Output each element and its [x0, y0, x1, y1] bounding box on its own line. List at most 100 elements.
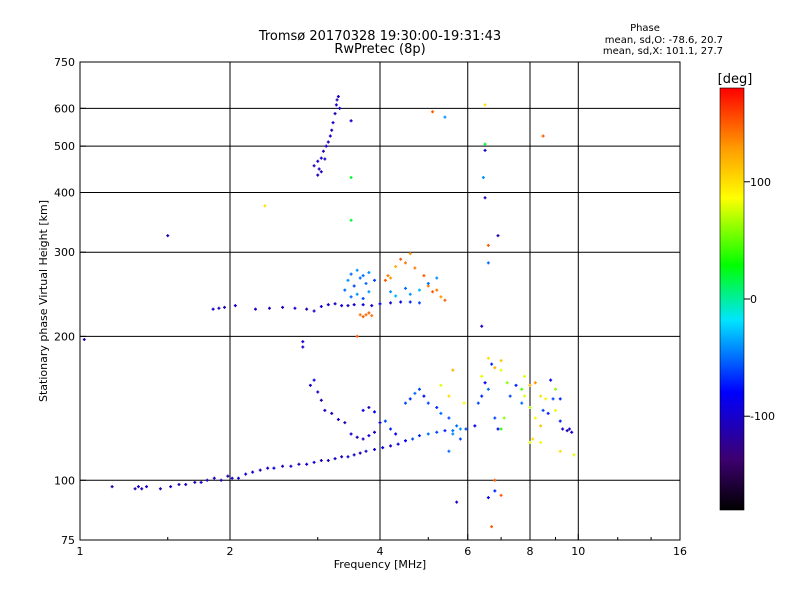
- echo-point: [263, 204, 267, 208]
- x-tick-label: 16: [673, 545, 687, 558]
- echo-point: [358, 451, 362, 455]
- echo-point: [389, 444, 393, 448]
- echo-point: [316, 390, 320, 394]
- echo-point: [301, 340, 305, 344]
- echo-point: [136, 485, 140, 489]
- echo-point: [486, 387, 490, 391]
- echo-point: [389, 427, 393, 431]
- echo-point: [422, 274, 426, 278]
- echo-point: [308, 383, 312, 387]
- echo-point: [355, 435, 359, 439]
- echo-point: [499, 359, 503, 363]
- echo-point: [383, 278, 387, 282]
- echo-point: [373, 447, 377, 451]
- echo-point: [394, 432, 398, 436]
- phase-legend-x: mean, sd,X: 101.1, 27.7: [603, 46, 723, 57]
- echo-point: [431, 110, 435, 114]
- echo-point: [389, 290, 393, 294]
- echo-point: [349, 119, 353, 123]
- echo-point: [333, 112, 337, 116]
- echo-point: [486, 243, 490, 247]
- echo-point: [358, 276, 362, 280]
- echo-point: [378, 421, 382, 425]
- echo-point: [422, 394, 426, 398]
- echo-point: [483, 196, 487, 200]
- echo-point: [312, 309, 316, 313]
- y-axis-label: Stationary phase Virtual Height [km]: [37, 200, 50, 402]
- echo-point: [520, 401, 524, 405]
- echo-point: [544, 397, 548, 401]
- echo-point: [367, 311, 371, 315]
- colorbar-tick-label: -100: [750, 410, 775, 423]
- echo-point: [496, 427, 500, 431]
- echo-point: [316, 159, 320, 163]
- echo-point: [349, 432, 353, 436]
- echo-point: [326, 303, 330, 307]
- echo-point: [558, 449, 562, 453]
- echo-point: [408, 300, 412, 304]
- echo-point: [244, 472, 248, 476]
- echo-point: [553, 387, 557, 391]
- echo-point: [486, 261, 490, 265]
- echo-point: [496, 234, 500, 238]
- echo-point: [439, 383, 443, 387]
- echo-point: [417, 387, 421, 391]
- echo-point: [551, 397, 555, 401]
- echo-point: [458, 437, 462, 441]
- echo-point: [403, 261, 407, 265]
- echo-point: [493, 489, 497, 493]
- echo-point: [443, 115, 447, 119]
- echo-point: [539, 440, 543, 444]
- echo-point: [447, 416, 451, 420]
- echo-point: [312, 460, 316, 464]
- echo-point: [361, 437, 365, 441]
- echo-point: [381, 446, 385, 450]
- echo-point: [169, 485, 173, 489]
- echo-point: [289, 464, 293, 468]
- echo-point: [297, 462, 301, 466]
- echo-point: [326, 458, 330, 462]
- echo-point: [514, 383, 518, 387]
- echo-point: [531, 437, 535, 441]
- echo-point: [505, 381, 509, 385]
- echo-point: [455, 500, 459, 504]
- echo-point: [447, 449, 451, 453]
- echo-point: [361, 408, 365, 412]
- echo-point: [346, 278, 350, 282]
- echo-point: [326, 140, 330, 144]
- echo-point: [364, 313, 368, 317]
- echo-point: [417, 288, 421, 292]
- echo-point: [403, 401, 407, 405]
- echo-point: [533, 416, 537, 420]
- echo-point: [561, 427, 565, 431]
- echo-point: [435, 288, 439, 292]
- echo-point: [435, 430, 439, 434]
- echo-point: [217, 306, 221, 310]
- echo-point: [319, 304, 323, 308]
- echo-point: [370, 314, 374, 318]
- echo-point: [523, 374, 527, 378]
- echo-point: [533, 381, 537, 385]
- echo-point: [330, 411, 334, 415]
- echo-point: [317, 167, 321, 171]
- echo-points: [82, 95, 576, 529]
- y-tick-label: 500: [54, 140, 75, 153]
- echo-point: [367, 405, 371, 409]
- echo-point: [364, 282, 368, 286]
- grid-lines: [80, 62, 680, 540]
- echo-point: [451, 429, 455, 433]
- echo-point: [334, 103, 338, 107]
- echo-point: [502, 416, 506, 420]
- echo-point: [413, 266, 417, 270]
- echo-point: [541, 134, 545, 138]
- echo-point: [549, 378, 553, 382]
- echo-point: [346, 455, 350, 459]
- echo-point: [110, 485, 114, 489]
- y-tick-label: 75: [61, 534, 75, 547]
- colorbar-unit-label: [deg]: [718, 72, 753, 87]
- echo-point: [413, 391, 417, 395]
- echo-point: [321, 149, 325, 153]
- echo-point: [528, 405, 532, 409]
- echo-point: [233, 304, 237, 308]
- echo-point: [352, 284, 356, 288]
